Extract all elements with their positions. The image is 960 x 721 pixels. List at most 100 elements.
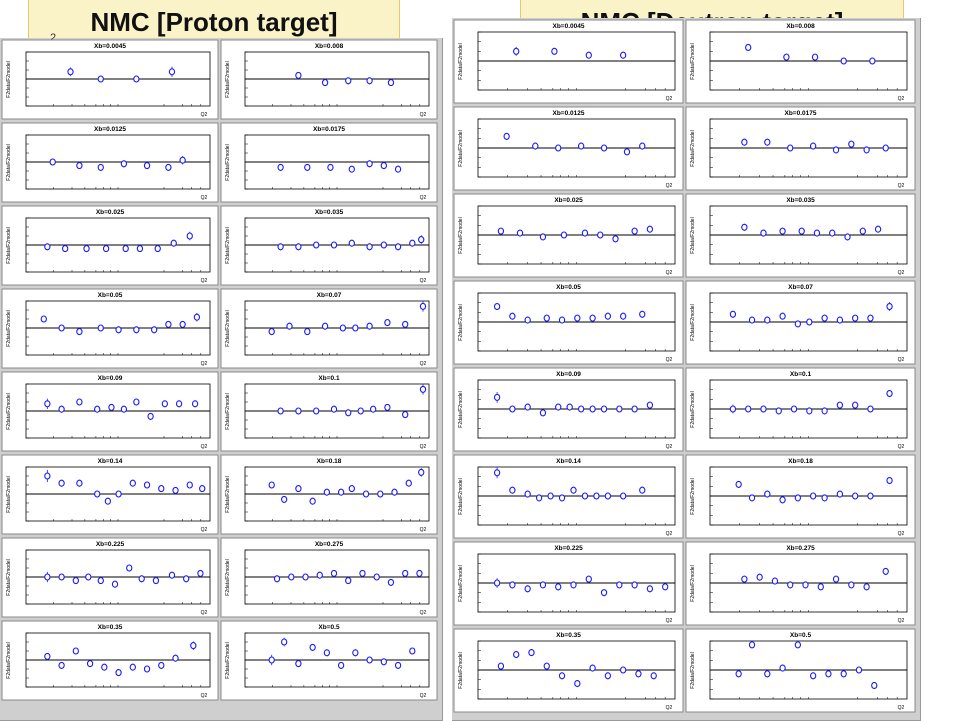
proton-panel-3-point-4 (120, 160, 128, 168)
deutron-panel-9-point-11 (631, 405, 638, 413)
deutron-panel-5-title: Xb=0.025 (554, 197, 583, 204)
deutron-panel-1-point-4 (620, 51, 627, 59)
deutron-panel-4-point-8 (882, 144, 889, 152)
deutron-panel-10-point-7 (821, 407, 828, 415)
proton-panel-6-point-1 (277, 243, 284, 251)
proton-panel-16-point-11 (409, 647, 416, 655)
proton-panel-13-point-5 (97, 577, 104, 585)
deutron-panel-10-frame (685, 367, 916, 452)
proton-panel-13-point-2 (58, 573, 65, 581)
proton-panel-1-title: Xb=0.0045 (94, 43, 126, 50)
proton-panel-13-point-7 (126, 564, 133, 572)
proton-panel-16-point-8 (366, 656, 373, 664)
proton-panel-6-point-3 (313, 241, 320, 249)
deutron-panel-7-x-title: Q2 (666, 357, 673, 363)
deutron-panel-14-frame (685, 541, 916, 626)
proton-panel-8-y-title: F2data/F2model (225, 310, 231, 346)
proton-panel-2-y-title: F2data/F2model (225, 61, 231, 97)
proton-panel-15-title: Xb=0.35 (98, 624, 123, 631)
deutron-panel-3-point-4 (577, 142, 585, 150)
deutron-panel-12-point-2 (748, 494, 756, 502)
proton-panel-2-point-3 (345, 77, 352, 85)
deutron-panel-13-point-9 (616, 581, 623, 589)
proton-panel-3-point-7 (179, 156, 186, 164)
deutron-panel-7-point-9 (620, 312, 627, 320)
deutron-panel-11-point-5 (547, 492, 554, 500)
proton-panel-12-point-9 (377, 490, 384, 498)
deutron-panel-7-point-6 (574, 314, 581, 322)
proton-panel-8-point-10 (419, 302, 427, 310)
proton-panel-4-point-1 (277, 163, 284, 171)
proton-panel-13-point-6 (111, 580, 119, 588)
proton-panel-12-point-4 (309, 497, 316, 505)
deutron-panel-9-point-4 (539, 409, 547, 417)
proton-panel-13-point-8 (138, 575, 145, 583)
proton-panel-9-point-8 (147, 412, 154, 420)
proton-panel-1-x-title: Q2 (201, 112, 208, 118)
deutron-panel-8-point-8 (836, 316, 844, 324)
deutron-panel-15-point-2 (513, 650, 520, 659)
deutron-panel-7-point-5 (558, 316, 566, 324)
deutron-panel-4-point-4 (809, 142, 817, 150)
deutron-panel-15-point-10 (635, 670, 642, 678)
deutron-panel-8-point-4 (779, 312, 786, 320)
deutron-panel-14-point-7 (832, 575, 840, 583)
proton-panel-3-x-title: Q2 (201, 195, 208, 201)
deutron-panel-14-y-title: F2data/F2model (690, 565, 696, 601)
deutron-panel-3-x-title: Q2 (666, 183, 673, 189)
deutron-panel-12-y-title: F2data/F2model (690, 478, 696, 514)
proton-panel-3-point-5 (143, 162, 151, 170)
proton-panel-15-point-10 (172, 654, 179, 662)
deutron-panel-8-title: Xb=0.07 (788, 284, 813, 291)
deutron-panel-11-point-6 (558, 494, 566, 502)
deutron-panel-8-point-2 (748, 316, 756, 324)
deutron-panel-5-point-8 (631, 227, 638, 235)
proton-panel-4-point-3 (327, 163, 334, 171)
proton-panel-10-point-9 (402, 411, 409, 419)
deutron-panel-11-point-2 (509, 486, 516, 494)
deutron-panel-1-point-3 (585, 51, 592, 59)
proton-panel-12-point-11 (405, 479, 412, 487)
deutron-panel-9-point-5 (555, 403, 562, 411)
deutron-panel-6-point-2 (760, 229, 767, 237)
proton-panel-11-point-6 (115, 490, 122, 498)
proton-panel-11-point-10 (172, 486, 179, 494)
deutron-panel-2-point-5 (869, 57, 876, 65)
deutron-panel-16-point-9 (855, 666, 863, 674)
proton-panel-9-point-6 (120, 405, 128, 413)
deutron-panel-10-title: Xb=0.1 (790, 371, 812, 378)
proton-panel-5-y-title: F2data/F2model (6, 227, 12, 263)
proton-panel-4-point-6 (380, 162, 387, 170)
deutron-panel-6-frame (685, 193, 916, 278)
proton-panel-10-title: Xb=0.1 (318, 375, 340, 382)
proton-panel-10-point-3 (313, 407, 320, 415)
proton-panel-16-point-4 (309, 643, 316, 651)
proton-panel-6-point-8 (394, 243, 402, 251)
proton-panel-7-point-4 (97, 324, 104, 332)
deutron-panel-15-point-1 (497, 662, 505, 670)
proton-panel-11-point-1 (44, 472, 51, 480)
deutron-panel-15-x-title: Q2 (666, 705, 673, 711)
deutron-panel-6-point-6 (829, 229, 836, 237)
deutron-panel-9-point-6 (566, 403, 573, 411)
proton-panel-13-point-9 (152, 577, 160, 585)
deutron-panel-11-y-title: F2data/F2model (458, 478, 464, 514)
proton-panel-8-point-1 (268, 328, 275, 336)
proton-panel-11-point-11 (186, 481, 193, 489)
proton-panel-5-point-6 (136, 245, 144, 253)
proton-panel-10-point-2 (295, 407, 302, 415)
deutron-panel-5-point-2 (516, 229, 524, 237)
deutron-panel-4-point-6 (848, 140, 855, 148)
deutron-panel-7-frame (453, 280, 684, 365)
deutron-panel-7-point-3 (524, 316, 531, 324)
deutron-panel-15-y-title: F2data/F2model (458, 652, 464, 688)
proton-panel-15-point-7 (129, 663, 136, 671)
proton-panel-12-point-5 (323, 488, 331, 496)
proton-panel-6-point-5 (348, 239, 355, 247)
proton-panel-14-point-1 (273, 575, 281, 583)
deutron-panel-11-point-4 (535, 494, 543, 502)
deutron-panel-12-point-3 (764, 490, 771, 498)
deutron-panel-14-point-9 (863, 583, 870, 591)
proton-panel-6-point-7 (380, 241, 387, 249)
proton-panel-11-point-7 (129, 479, 136, 487)
